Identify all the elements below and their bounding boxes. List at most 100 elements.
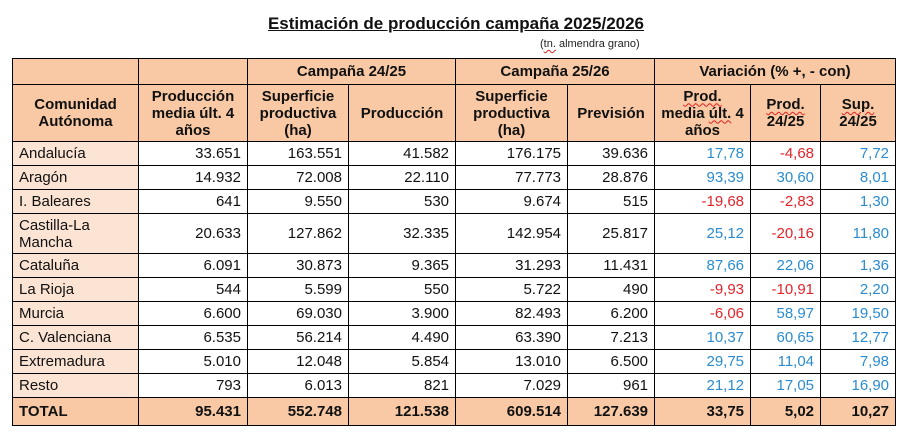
cell-sup-2526: 9.674 — [455, 189, 569, 214]
cell-v1: 93,39 — [654, 165, 752, 190]
cell-v2: -10,91 — [750, 277, 822, 302]
header-var-prod-media-p3: últ. — [708, 104, 732, 122]
cell-sup-2526: 176.175 — [455, 141, 569, 166]
comunidad-name: Extremadura — [12, 349, 139, 374]
cell-prevision: 6.500 — [567, 349, 656, 374]
cell-v2: 60,65 — [750, 325, 822, 350]
cell-sup-2526: 13.010 — [455, 349, 569, 374]
header-sup-2425: Superficie productiva (ha) — [247, 84, 349, 142]
cell-sup-2526: 609.514 — [455, 397, 569, 426]
comunidad-name: Murcia — [12, 301, 139, 326]
header-var-prod-2425-p1: Prod. — [766, 96, 805, 113]
header-comunidad: Comunidad Autónoma — [12, 84, 139, 142]
header-sup-2526: Superficie productiva (ha) — [455, 84, 569, 142]
header-var-sup-2425-p1: Sup. — [841, 96, 875, 113]
header-prod-media: Producción media últ. 4 años — [138, 84, 248, 142]
cell-v3: 1,30 — [820, 189, 897, 214]
group-header-empty — [138, 58, 248, 85]
cell-sup-2526: 77.773 — [455, 165, 569, 190]
cell-prod-2425: 550 — [347, 277, 457, 302]
table-body: Andalucía 33.651 163.551 41.582 176.175 39.63… — [12, 141, 897, 426]
header-prevision: Previsión — [567, 84, 656, 142]
table-row: I. Baleares 641 9.550 530 9.674 515 -19,68 -2,8… — [12, 189, 897, 214]
cell-prevision: 7.213 — [567, 325, 656, 350]
cell-v3: 1,36 — [820, 253, 897, 278]
cell-v1: 29,75 — [654, 349, 752, 374]
cell-prod-media: 5.010 — [138, 349, 248, 374]
cell-sup-2526: 5.722 — [455, 277, 569, 302]
table-row: Resto 793 6.013 821 7.029 961 21,12 17,05 16,90 — [12, 373, 897, 398]
cell-v1: -9,93 — [654, 277, 752, 302]
cell-v2: -20,16 — [750, 213, 822, 254]
comunidad-name: I. Baleares — [12, 189, 139, 214]
cell-sup-2526: 82.493 — [455, 301, 569, 326]
cell-prod-2425: 5.854 — [347, 349, 457, 374]
cell-prod-2425: 41.582 — [347, 141, 457, 166]
cell-v2: 58,97 — [750, 301, 822, 326]
cell-sup-2526: 142.954 — [455, 213, 569, 254]
cell-prod-2425: 32.335 — [347, 213, 457, 254]
cell-prod-media: 6.535 — [138, 325, 248, 350]
cell-prod-media: 544 — [138, 277, 248, 302]
cell-sup-2425: 30.873 — [247, 253, 349, 278]
total-row: TOTAL 95.431 552.748 121.538 609.514 127.639 3… — [12, 397, 897, 426]
cell-prevision: 127.639 — [567, 397, 656, 426]
cell-v3: 10,27 — [820, 397, 897, 426]
subtitle: (tn. almendra grano) — [540, 38, 640, 50]
cell-v2: 30,60 — [750, 165, 822, 190]
header-var-prod-2425-p2: 24/25 — [766, 113, 805, 130]
cell-v3: 16,90 — [820, 373, 897, 398]
cell-prod-2425: 22.110 — [347, 165, 457, 190]
cell-sup-2526: 7.029 — [455, 373, 569, 398]
header-var-prod-media-p1: Prod. — [683, 87, 722, 105]
group-header-empty — [12, 58, 139, 85]
cell-v1: -19,68 — [654, 189, 752, 214]
cell-prevision: 6.200 — [567, 301, 656, 326]
production-table: Campaña 24/25 Campaña 25/26 Variación (%… — [12, 58, 897, 426]
cell-sup-2425: 6.013 — [247, 373, 349, 398]
cell-sup-2425: 127.862 — [247, 213, 349, 254]
cell-sup-2425: 5.599 — [247, 277, 349, 302]
table-row: Extremadura 5.010 12.048 5.854 13.010 6.500 29… — [12, 349, 897, 374]
table-row: Murcia 6.600 69.030 3.900 82.493 6.200 -6,06 58… — [12, 301, 897, 326]
cell-prod-2425: 9.365 — [347, 253, 457, 278]
page-title: Estimación de producción campaña 2025/20… — [0, 14, 912, 34]
cell-v2: -2,83 — [750, 189, 822, 214]
cell-prod-media: 641 — [138, 189, 248, 214]
cell-v2: -4,68 — [750, 141, 822, 166]
cell-prevision: 11.431 — [567, 253, 656, 278]
subtitle-unit: tn. — [543, 38, 556, 50]
cell-prevision: 25.817 — [567, 213, 656, 254]
cell-sup-2425: 163.551 — [247, 141, 349, 166]
cell-v1: 17,78 — [654, 141, 752, 166]
cell-v1: 33,75 — [654, 397, 752, 426]
cell-sup-2526: 63.390 — [455, 325, 569, 350]
cell-prod-2425: 821 — [347, 373, 457, 398]
cell-sup-2425: 69.030 — [247, 301, 349, 326]
cell-prod-2425: 4.490 — [347, 325, 457, 350]
header-prod-2425: Producción — [347, 84, 457, 142]
header-var-sup-2425-p2: 24/25 — [839, 113, 877, 130]
table-row: La Rioja 544 5.599 550 5.722 490 -9,93 -10,91 2,… — [12, 277, 897, 302]
subtitle-rest: almendra grano) — [555, 38, 640, 50]
cell-v1: 87,66 — [654, 253, 752, 278]
cell-v3: 11,80 — [820, 213, 897, 254]
cell-prod-media: 20.633 — [138, 213, 248, 254]
cell-v1: 25,12 — [654, 213, 752, 254]
cell-v3: 7,98 — [820, 349, 897, 374]
cell-v3: 12,77 — [820, 325, 897, 350]
cell-prevision: 39.636 — [567, 141, 656, 166]
cell-sup-2425: 72.008 — [247, 165, 349, 190]
cell-v2: 5,02 — [750, 397, 822, 426]
cell-v2: 11,04 — [750, 349, 822, 374]
group-header-campana-2526: Campaña 25/26 — [455, 58, 656, 85]
cell-prevision: 490 — [567, 277, 656, 302]
comunidad-name: Andalucía — [12, 141, 139, 166]
title-text: Estimación de producción campaña 2025/20… — [267, 14, 645, 33]
cell-v2: 17,05 — [750, 373, 822, 398]
cell-sup-2526: 31.293 — [455, 253, 569, 278]
cell-prod-media: 6.600 — [138, 301, 248, 326]
comunidad-name: Cataluña — [12, 253, 139, 278]
header-var-prod-2425: Prod. 24/25 — [750, 84, 822, 142]
cell-sup-2425: 12.048 — [247, 349, 349, 374]
